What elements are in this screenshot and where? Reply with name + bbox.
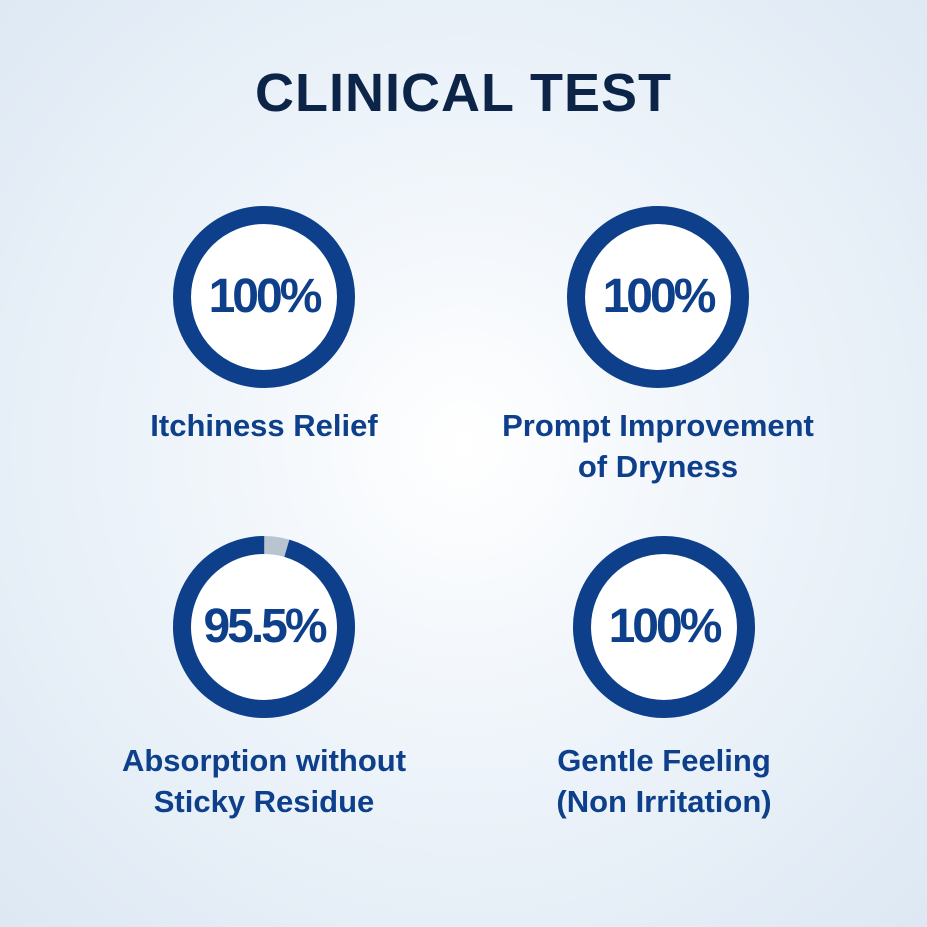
percentage-value: 95.5% — [203, 600, 327, 653]
ring-fill — [573, 536, 755, 718]
progress-ring: 100% — [169, 202, 359, 392]
progress-ring: 95.5% — [169, 532, 359, 722]
page-title: CLINICAL TEST — [255, 63, 672, 123]
ring-fill — [567, 206, 749, 388]
stat-label-line: Sticky Residue — [153, 784, 375, 819]
stat-label-line: (Non Irritation) — [556, 784, 772, 819]
progress-ring: 100% — [563, 202, 753, 392]
stat-label: Prompt Improvement of Dryness — [448, 405, 868, 487]
stat-label-line: Prompt Improvement — [502, 408, 814, 443]
stat-label-line: of Dryness — [577, 449, 739, 484]
progress-ring: 100% — [569, 532, 759, 722]
stat-label-line: Itchiness Relief — [150, 408, 378, 443]
stat-label: Absorption without Sticky Residue — [54, 740, 474, 822]
stat-label: Gentle Feeling (Non Irritation) — [454, 740, 874, 822]
ring-fill — [173, 206, 355, 388]
percentage-value: 100% — [608, 600, 723, 653]
stat-label: Itchiness Relief — [54, 405, 474, 446]
percentage-value: 100% — [208, 270, 323, 323]
stat-label-line: Absorption without — [121, 743, 407, 778]
percentage-value: 100% — [602, 270, 717, 323]
stat-label-line: Gentle Feeling — [557, 743, 771, 778]
